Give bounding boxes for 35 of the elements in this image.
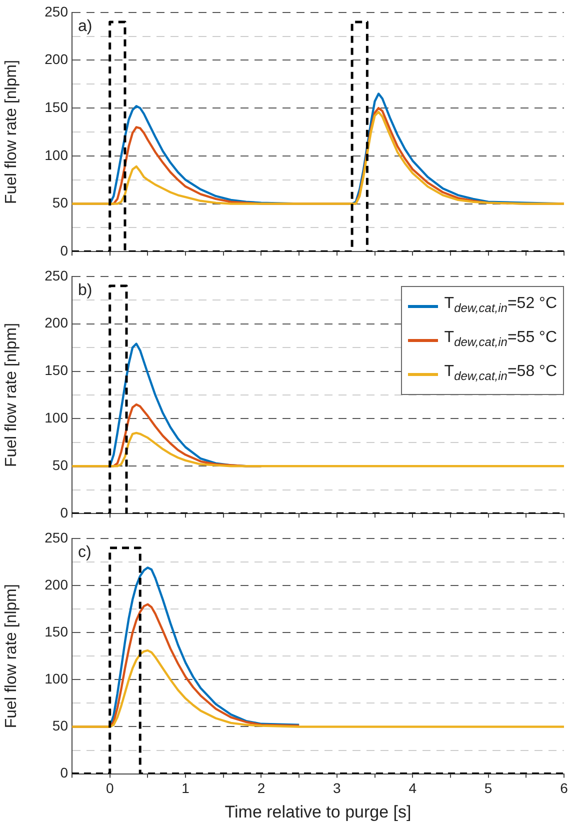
y-axis-title: Fuel flow rate [nlpm]: [3, 60, 20, 204]
y-tick-label: 0: [60, 764, 68, 781]
x-axis-title: Time relative to purge [s]: [224, 802, 412, 822]
y-tick-label: 200: [44, 576, 68, 592]
y-tick-label: 250: [44, 267, 68, 284]
y-tick-label: 0: [60, 504, 68, 520]
x-tick-label: 2: [257, 780, 266, 796]
y-tick-label: 150: [44, 623, 68, 640]
legend-label: T$_{dew,cat,in}$=52 °C: [444, 294, 557, 318]
x-tick-label: 6: [560, 780, 568, 796]
y-tick-label: 150: [44, 98, 68, 115]
y-tick-label: 100: [44, 410, 68, 426]
y-tick-label: 100: [44, 670, 68, 686]
y-tick-label: 150: [44, 362, 68, 378]
y-tick-label: 250: [44, 3, 68, 20]
x-tick-label: 5: [484, 780, 492, 796]
y-tick-label: 50: [52, 194, 68, 211]
x-tick-label: 4: [408, 780, 417, 796]
annotation: c): [78, 544, 92, 561]
legend-label: T$_{dew,cat,in}$=58 °C: [444, 362, 557, 386]
y-tick-label: 200: [44, 51, 68, 68]
y-axis-title: Fuel flow rate [nlpm]: [3, 322, 20, 468]
x-tick-label: 1: [182, 780, 190, 796]
y-tick-label: 250: [44, 529, 68, 546]
legend-label: T$_{dew,cat,in}$=55 °C: [444, 328, 557, 352]
y-tick-label: 100: [44, 146, 68, 163]
y-tick-label: 50: [52, 718, 68, 734]
x-tick-label: 0: [106, 780, 114, 796]
x-tick-label: 3: [333, 780, 342, 796]
y-axis-title: Fuel flow rate [nlpm]: [3, 584, 20, 728]
annotation: a): [78, 18, 92, 35]
y-tick-label: 200: [44, 314, 68, 331]
annotation: b): [78, 282, 92, 299]
y-tick-label: 0: [60, 242, 68, 258]
y-tick-label: 50: [52, 457, 68, 474]
